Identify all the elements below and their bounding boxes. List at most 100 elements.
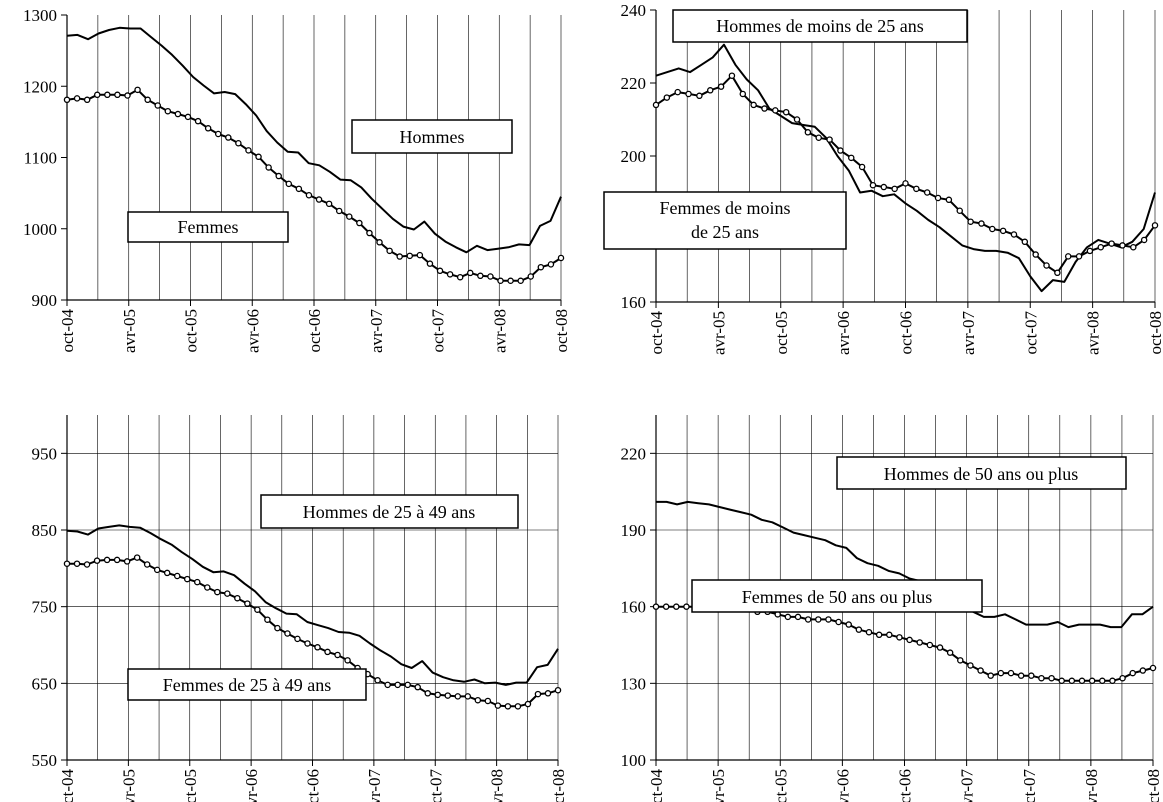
data-point: [1010, 231, 1018, 238]
data-point: [346, 213, 353, 220]
label-box-femmes-moins-25: [603, 191, 847, 250]
y-tick-label: 100: [621, 751, 647, 770]
data-point: [424, 690, 431, 697]
data-point: [245, 147, 252, 154]
data-point: [815, 616, 822, 623]
data-point: [124, 92, 131, 99]
data-point: [826, 136, 833, 143]
series-line-hommes: [66, 524, 559, 686]
data-point: [467, 269, 474, 277]
data-point: [324, 648, 331, 656]
data-point: [255, 153, 262, 161]
data-point: [1129, 669, 1136, 677]
y-tick-label: 160: [621, 293, 647, 312]
data-point: [896, 634, 903, 641]
data-point: [356, 219, 363, 227]
x-tick-label: oct-07: [426, 769, 445, 802]
data-point: [1075, 253, 1083, 260]
data-point: [685, 90, 692, 98]
x-tick-label: avr-06: [243, 309, 262, 353]
data-point: [855, 626, 863, 633]
data-point: [880, 183, 888, 191]
data-point: [886, 631, 893, 639]
label-femmes: Femmes: [178, 217, 239, 237]
label-hommes: Hommes: [400, 127, 465, 147]
x-tick-label: oct-04: [647, 769, 666, 802]
label-hommes-moins-25: Hommes de moins de 25 ans: [716, 16, 923, 36]
data-point: [314, 644, 321, 651]
data-point: [154, 102, 161, 109]
y-tick-label: 950: [32, 444, 58, 463]
data-point: [517, 277, 524, 285]
x-tick-label: oct-04: [58, 309, 77, 353]
data-point: [784, 613, 792, 621]
x-tick-label: avr-05: [120, 309, 139, 353]
label-box-hommes-25-49: [260, 494, 519, 529]
data-point: [524, 700, 532, 708]
data-point: [63, 560, 71, 567]
data-point: [404, 681, 411, 689]
data-point: [234, 594, 241, 602]
data-point: [464, 693, 472, 700]
panel-1: 900 1000 1100 1200 1300 oct-04 avr-05 oct-05 avr…: [23, 6, 571, 353]
x-tick-label: oct-08: [549, 769, 568, 802]
data-point: [1058, 677, 1065, 685]
data-point: [1086, 247, 1094, 255]
x-tick-label: oct-07: [429, 309, 448, 353]
data-point: [376, 239, 383, 246]
data-point: [547, 261, 555, 268]
data-point: [1028, 672, 1035, 679]
x-tick-label: oct-06: [896, 769, 915, 802]
data-point: [956, 207, 963, 214]
data-point: [274, 624, 281, 632]
x-tick-label: avr-08: [490, 309, 509, 353]
data-point: [83, 96, 91, 104]
data-point: [926, 641, 934, 649]
data-point: [294, 635, 301, 643]
data-point: [275, 172, 282, 180]
data-point: [114, 91, 121, 99]
data-point: [477, 272, 484, 280]
data-point: [315, 196, 323, 203]
data-point: [73, 560, 81, 567]
y-tick-label: 190: [621, 521, 647, 540]
data-point: [761, 105, 768, 112]
data-point: [554, 686, 562, 694]
y-tick-label: 1200: [23, 77, 57, 96]
data-point: [804, 616, 812, 623]
data-point: [967, 218, 974, 225]
x-tick-label: oct-08: [1144, 769, 1163, 802]
data-point: [83, 561, 91, 568]
data-point: [534, 690, 542, 698]
data-point: [244, 600, 251, 607]
data-point: [674, 88, 681, 96]
data-point: [164, 107, 172, 115]
x-tick-label: oct-05: [181, 769, 200, 802]
data-point: [497, 277, 504, 285]
data-point: [1119, 674, 1126, 682]
data-point: [235, 139, 242, 147]
data-point: [254, 606, 261, 613]
data-point: [494, 702, 502, 709]
data-point: [946, 649, 954, 656]
data-point: [406, 252, 414, 260]
data-point: [394, 681, 401, 689]
data-point: [1109, 677, 1116, 685]
chart-4: 100 130 160 190 220 oct-04 avr-05 oct-05 avr-06 o…: [621, 415, 1163, 802]
x-tick-label: avr-08: [488, 769, 507, 802]
x-tick-label: avr-05: [709, 311, 728, 355]
label-box-hommes-moins-25: [672, 9, 968, 43]
data-point: [782, 108, 790, 116]
y-tick-label: 850: [32, 521, 58, 540]
data-point: [113, 556, 121, 564]
data-point: [858, 163, 866, 171]
data-point: [825, 616, 832, 623]
data-point: [999, 227, 1007, 235]
x-tick-label: avr-05: [119, 769, 138, 802]
data-point: [1088, 677, 1096, 685]
data-point: [325, 200, 333, 208]
data-point: [997, 669, 1005, 677]
panel-2: 160180200220240oct-04avr-05oct-05avr-06o…: [603, 1, 1163, 355]
data-point: [507, 277, 514, 285]
data-point: [456, 273, 464, 281]
